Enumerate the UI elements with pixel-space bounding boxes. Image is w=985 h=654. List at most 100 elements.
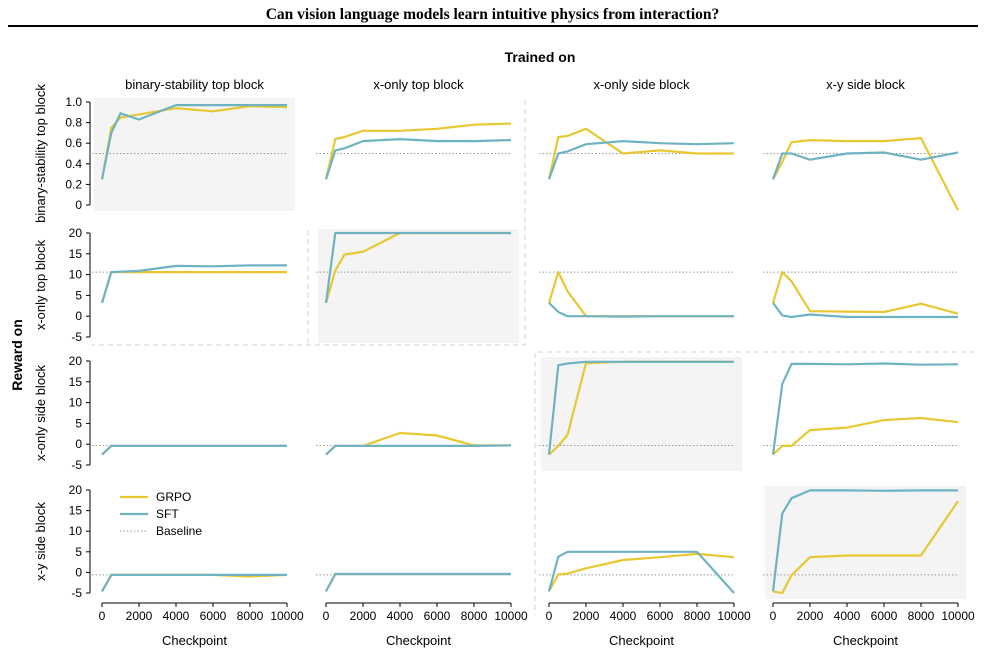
panels: 0 0.2 0.4 0.6 0.8 1.0 -5 0 5 10 15 20 -5 0 5 10 15 20 -5 0 5… [65, 95, 975, 623]
x-tick-label: 0 [323, 609, 330, 623]
x-tick-label: 0 [770, 609, 777, 623]
grpo-line [548, 552, 735, 592]
row-group-header: Reward on [9, 319, 25, 391]
y-tick-label: 20 [69, 483, 83, 497]
column-title: x-only top block [373, 77, 464, 92]
row-title: x-only top block [33, 239, 48, 330]
panel: 0 2000 4000 6000 8000 10000 [539, 550, 751, 623]
sft-line [101, 573, 287, 592]
y-tick-label: 0.4 [65, 157, 82, 171]
sft-line [771, 489, 958, 592]
y-tick-label: 0.8 [65, 116, 82, 130]
y-tick-label: 10 [69, 524, 83, 538]
y-tick-label: 5 [75, 416, 82, 430]
panel [316, 431, 512, 456]
grpo-line [101, 444, 287, 456]
panel: -5 0 5 10 15 20 [69, 226, 287, 344]
legend-label: Baseline [156, 524, 202, 538]
grpo-line [772, 137, 959, 211]
panel [316, 231, 511, 304]
sft-line [324, 231, 511, 304]
x-axis-label: Checkpoint [609, 633, 674, 648]
x-tick-label: 8000 [908, 609, 935, 623]
x-tick-label: 4000 [834, 609, 861, 623]
y-tick-label: 5 [75, 288, 82, 302]
y-tick-label: 15 [69, 247, 83, 261]
x-tick-label: 4000 [387, 609, 414, 623]
panel: -5 0 5 10 15 20 0 2000 4000 6000 8000 10000 [69, 483, 304, 623]
sft-line [325, 572, 511, 592]
y-tick-label: 5 [75, 545, 82, 559]
x-tick-label: 2000 [797, 609, 824, 623]
grpo-line [101, 573, 288, 592]
y-tick-label: 1.0 [65, 95, 82, 109]
x-tick-label: 0 [546, 609, 553, 623]
panel [539, 127, 735, 180]
y-tick-label: 0 [75, 309, 82, 323]
y-tick-label: -5 [71, 458, 82, 472]
x-tick-label: 10000 [941, 609, 975, 623]
y-tick-label: 0 [75, 437, 82, 451]
x-tick-label: 2000 [350, 609, 377, 623]
y-tick-label: 10 [69, 268, 83, 282]
x-axis-labels: Checkpoint Checkpoint Checkpoint Checkpoint [162, 633, 898, 648]
x-tick-label: 10000 [270, 609, 304, 623]
row-titles: binary-stability top block x-only top blo… [33, 84, 48, 581]
region-separators [92, 100, 975, 615]
row-title: binary-stability top block [33, 84, 48, 223]
sft-line [547, 550, 735, 594]
paper-title: Can vision language models learn intuiti… [265, 6, 720, 23]
x-tick-label: 2000 [126, 609, 153, 623]
row-title: x-y side block [33, 502, 48, 581]
y-tick-label: -5 [71, 330, 82, 344]
x-axis-label: Checkpoint [162, 633, 227, 648]
sft-line [772, 302, 958, 319]
grpo-line [324, 122, 512, 180]
panel [316, 122, 512, 180]
y-tick-label: 0.6 [65, 136, 82, 150]
x-tick-label: 6000 [647, 609, 674, 623]
y-tick-label: 20 [69, 354, 83, 368]
panel: 0 0.2 0.4 0.6 0.8 1.0 [65, 95, 288, 212]
sft-line [771, 151, 959, 180]
legend: GRPO SFT Baseline [120, 490, 202, 538]
y-tick-label: 0.2 [65, 177, 82, 191]
column-title: binary-stability top block [125, 77, 264, 92]
sft-line [547, 140, 735, 180]
grpo-line [772, 500, 959, 595]
grpo-line [325, 431, 511, 456]
row-title: x-only side block [33, 364, 48, 461]
y-tick-label: 0 [75, 565, 82, 579]
highlight-backgrounds [94, 98, 966, 599]
x-tick-label: 4000 [163, 609, 190, 623]
separator-line [92, 100, 526, 346]
highlight-region [765, 486, 966, 599]
x-tick-label: 0 [99, 609, 106, 623]
panel [539, 271, 734, 318]
x-tick-label: 6000 [200, 609, 227, 623]
separator-line [534, 351, 975, 615]
panel [763, 271, 959, 319]
sft-line [771, 362, 959, 455]
grpo-line [325, 572, 511, 592]
highlight-region [541, 357, 742, 471]
sft-line [101, 444, 287, 456]
x-tick-label: 6000 [424, 609, 451, 623]
grpo-line [547, 127, 734, 180]
grpo-line [547, 271, 734, 318]
x-tick-label: 8000 [684, 609, 711, 623]
y-tick-label: 15 [69, 504, 83, 518]
x-tick-label: 10000 [494, 609, 528, 623]
y-tick-label: -5 [71, 586, 82, 600]
x-tick-label: 2000 [573, 609, 600, 623]
x-tick-label: 6000 [871, 609, 898, 623]
x-axis-label: Checkpoint [833, 633, 898, 648]
y-tick-label: 0 [75, 198, 82, 212]
grpo-line [772, 416, 959, 456]
x-tick-label: 4000 [610, 609, 637, 623]
column-group-header: Trained on [505, 49, 576, 65]
y-tick-label: 10 [69, 396, 83, 410]
x-tick-label: 8000 [237, 609, 264, 623]
panel: 0 2000 4000 6000 8000 10000 [316, 572, 528, 623]
